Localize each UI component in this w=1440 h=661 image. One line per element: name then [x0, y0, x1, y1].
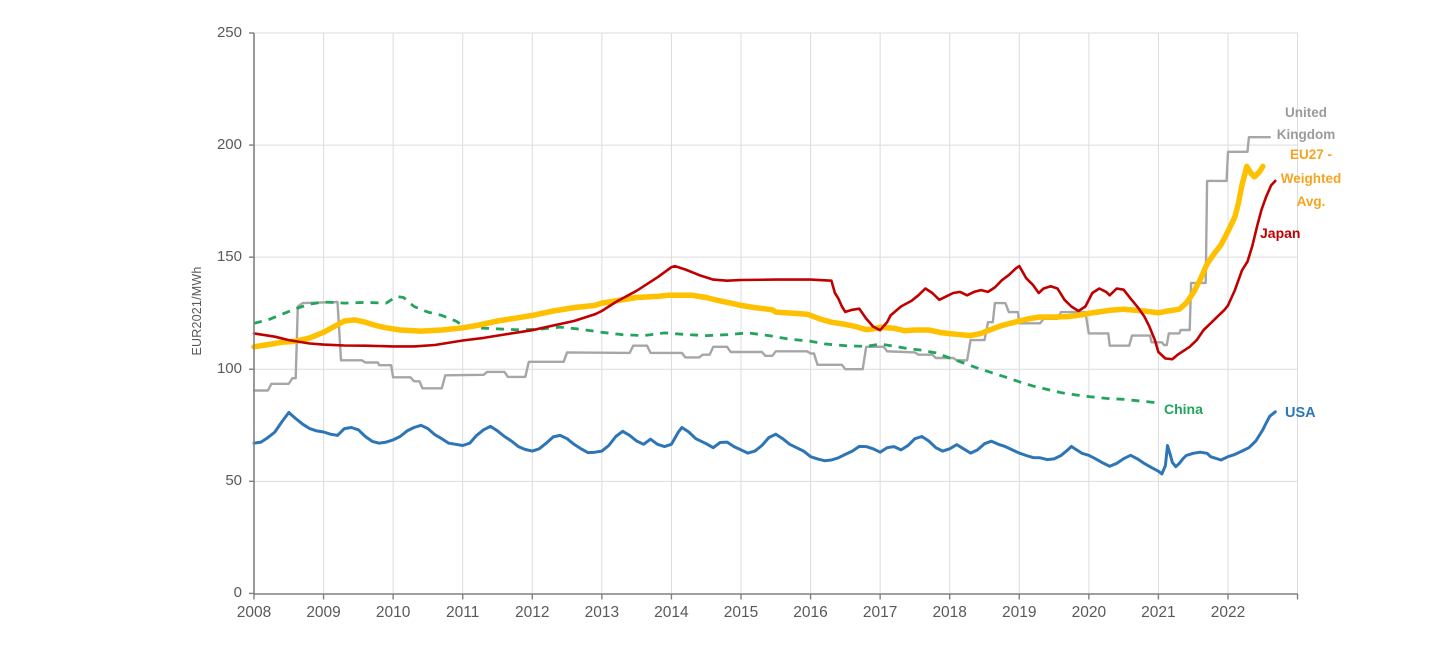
x-tick-label: 2021 [1141, 604, 1176, 621]
x-tick-label: 2009 [306, 604, 341, 621]
x-tick-label: 2015 [723, 604, 759, 621]
series-label-united-kingdom: United Kingdom [1276, 105, 1336, 142]
series-label-china: China [1164, 401, 1203, 417]
x-tick-label: 2022 [1210, 604, 1246, 621]
x-tick-label: 2014 [654, 604, 689, 621]
series-line-united-kingdom [252, 135, 1271, 392]
x-tick-label: 2020 [1071, 604, 1107, 621]
series-line-japan [252, 179, 1277, 361]
series-label-japan: Japan [1260, 225, 1301, 241]
x-tick-label: 2017 [862, 604, 898, 621]
y-tick-label: 200 [216, 136, 242, 154]
series-line-china [253, 294, 1159, 405]
y-tick-label: 0 [233, 584, 242, 602]
x-tick-label: 2019 [1002, 604, 1037, 621]
series-label-usa: USA [1285, 405, 1316, 421]
y-tick-label: 100 [216, 360, 242, 378]
x-tick-label: 2008 [236, 604, 272, 621]
x-tick-label: 2010 [375, 604, 411, 621]
y-tick-label: 250 [216, 24, 242, 41]
y-tick-label: 50 [225, 472, 242, 490]
series-label-eu27-weighted-avg: EU27 - Weighted Avg. [1280, 147, 1342, 209]
series-line-usa [252, 410, 1277, 476]
y-tick-label: 150 [216, 248, 242, 266]
x-tick-label: 2016 [793, 604, 828, 621]
y-axis-title: EUR2021/MWh [190, 266, 204, 356]
x-tick-label: 2018 [932, 604, 967, 621]
series-line-eu27-weighted-avg- [251, 163, 1266, 350]
x-tick-label: 2013 [584, 604, 620, 621]
x-tick-label: 2012 [515, 604, 550, 621]
x-tick-label: 2011 [446, 604, 480, 621]
